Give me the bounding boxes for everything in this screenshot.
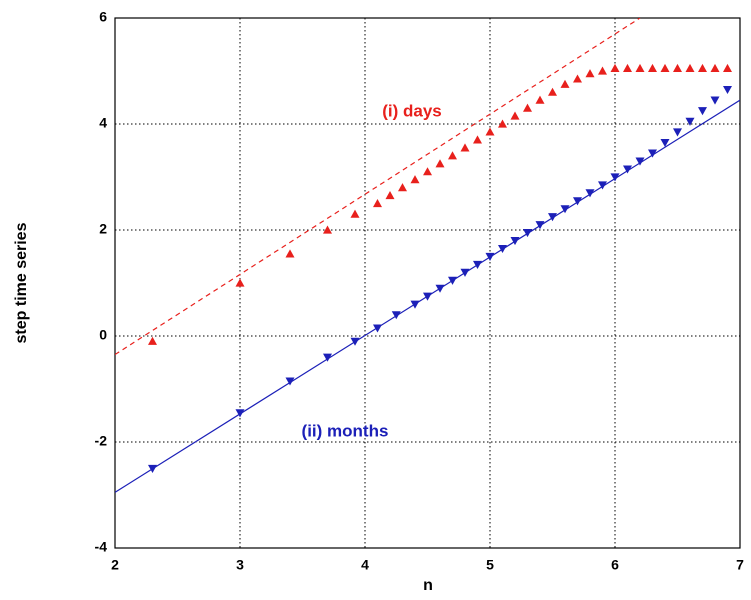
- point: [323, 225, 332, 234]
- point: [560, 205, 570, 214]
- point: [710, 96, 720, 105]
- point: [685, 63, 695, 72]
- point: [610, 63, 620, 72]
- x-tick-label: 4: [361, 557, 369, 573]
- point: [673, 63, 682, 72]
- point: [585, 189, 595, 198]
- point: [498, 244, 507, 254]
- y-tick-label: -4: [95, 539, 108, 555]
- point: [648, 63, 657, 72]
- point: [148, 336, 157, 345]
- point: [473, 260, 482, 269]
- point: [460, 268, 470, 277]
- point: [398, 183, 407, 192]
- x-tick-label: 5: [486, 557, 494, 573]
- point: [648, 149, 657, 158]
- point: [660, 63, 670, 72]
- y-tick-label: 2: [99, 221, 107, 237]
- point: [610, 173, 620, 182]
- point: [498, 119, 507, 128]
- point: [523, 103, 532, 112]
- point: [573, 74, 582, 83]
- point: [698, 107, 707, 116]
- x-axis-label: n: [423, 577, 433, 594]
- x-tick-label: 6: [611, 557, 619, 573]
- point: [723, 85, 732, 95]
- point: [598, 66, 607, 75]
- point: [548, 213, 557, 222]
- point: [585, 69, 595, 78]
- point: [660, 138, 670, 148]
- point: [350, 209, 360, 218]
- point: [535, 95, 545, 104]
- point: [435, 284, 445, 293]
- series-label: (ii) months: [302, 421, 389, 440]
- point: [723, 63, 732, 72]
- point: [423, 167, 432, 176]
- point: [385, 191, 395, 200]
- point: [235, 278, 245, 287]
- x-tick-label: 7: [736, 557, 744, 573]
- point: [635, 63, 645, 72]
- point: [685, 117, 695, 126]
- point: [460, 143, 470, 152]
- point: [560, 79, 570, 88]
- point: [410, 300, 420, 309]
- y-tick-label: 4: [99, 115, 107, 131]
- y-tick-label: 0: [99, 327, 107, 343]
- point: [373, 199, 382, 208]
- point: [673, 128, 682, 137]
- point: [373, 324, 382, 333]
- point: [623, 63, 632, 72]
- point: [510, 111, 520, 120]
- point: [423, 292, 432, 301]
- point: [435, 159, 445, 168]
- series-label: (i) days: [382, 101, 442, 120]
- point: [473, 135, 482, 144]
- point: [350, 337, 360, 346]
- fit-line: [115, 18, 641, 356]
- point: [235, 409, 245, 418]
- point: [548, 87, 557, 96]
- x-tick-label: 2: [111, 557, 119, 573]
- y-tick-label: 6: [99, 9, 107, 25]
- point: [598, 181, 607, 190]
- point: [410, 175, 420, 184]
- y-tick-label: -2: [95, 433, 108, 449]
- plot-frame: [114, 17, 741, 549]
- point: [448, 151, 457, 160]
- point: [510, 237, 520, 246]
- point: [391, 311, 401, 320]
- x-tick-label: 3: [236, 557, 244, 573]
- point: [448, 276, 457, 285]
- point: [148, 464, 157, 473]
- point: [523, 229, 532, 238]
- point: [535, 221, 545, 230]
- point: [710, 63, 720, 72]
- point: [485, 252, 495, 261]
- y-axis-label: step time series: [13, 222, 30, 343]
- point: [285, 249, 295, 258]
- point: [573, 197, 582, 206]
- point: [635, 157, 645, 166]
- point: [323, 353, 332, 362]
- point: [285, 377, 295, 386]
- point: [698, 63, 707, 72]
- point: [623, 165, 632, 174]
- point: [485, 127, 495, 136]
